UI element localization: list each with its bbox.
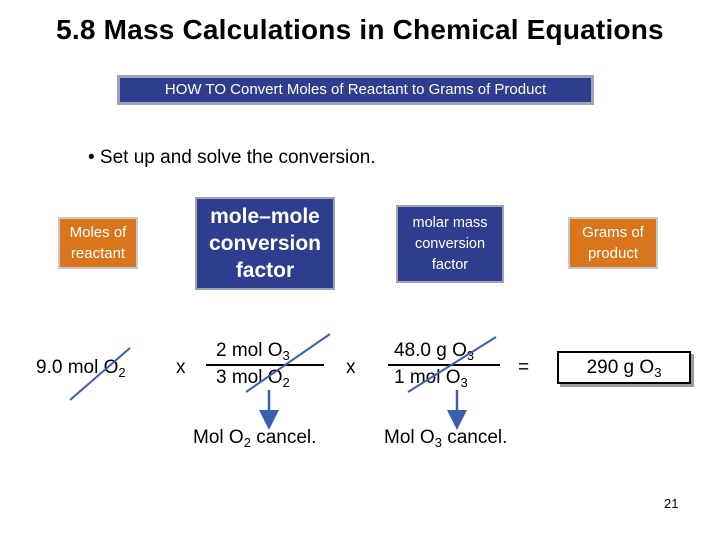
box-line: conversion <box>414 235 486 252</box>
mole-mole-factor-box: mole–mole conversion factor <box>195 197 335 290</box>
box-line: molar mass <box>412 214 488 231</box>
times-sign: x <box>176 357 186 378</box>
box-line: factor <box>431 256 469 273</box>
box-line: reactant <box>70 245 126 262</box>
box-line: Grams of <box>582 224 644 241</box>
cancel-note-o3: Mol O3 cancel. <box>384 427 508 450</box>
moles-of-reactant-box: Moles of reactant <box>58 217 138 269</box>
times-sign: x <box>346 357 356 378</box>
cancel-note-o2: Mol O2 cancel. <box>193 427 317 450</box>
factor1-denominator: 3 mol O2 <box>216 367 290 390</box>
box-line: Moles of <box>69 224 127 241</box>
factor1-numerator: 2 mol O3 <box>216 340 290 363</box>
fraction-bar <box>388 364 500 366</box>
box-line: factor <box>235 259 295 282</box>
strike-line <box>407 336 497 393</box>
box-line: product <box>587 245 639 262</box>
box-line: conversion <box>208 232 322 255</box>
strike-line <box>69 347 131 401</box>
box-line: mole–mole <box>210 205 320 228</box>
strike-line <box>245 333 331 393</box>
equals-sign: = <box>518 357 530 378</box>
molar-mass-factor-box: molar mass conversion factor <box>396 205 504 283</box>
factor2-numerator: 48.0 g O3 <box>394 340 475 363</box>
slide-title: 5.8 Mass Calculations in Chemical Equati… <box>56 14 664 45</box>
fraction-bar <box>206 364 324 366</box>
bullet-text: • Set up and solve the conversion. <box>88 147 376 168</box>
answer-box: 290 g O3 <box>557 351 691 384</box>
factor2-denominator: 1 mol O3 <box>394 367 468 390</box>
grams-of-product-box: Grams of product <box>568 217 658 269</box>
page-number: 21 <box>664 496 679 511</box>
given-quantity: 9.0 mol O2 <box>36 357 126 380</box>
howto-banner: HOW TO Convert Moles of Reactant to Gram… <box>117 75 594 105</box>
